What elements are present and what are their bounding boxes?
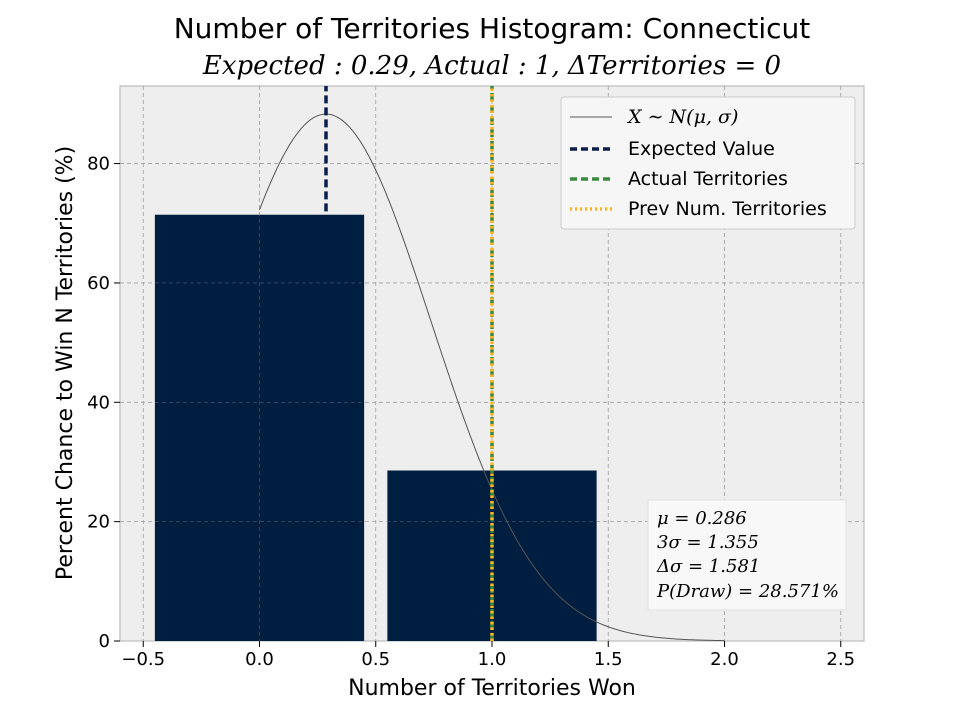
legend-label-expected: Expected Value: [628, 138, 775, 160]
legend-label-actual: Actual Territories: [628, 168, 788, 190]
stat-three-sigma: 3σ = 1.355: [657, 532, 759, 553]
x-tick-label: 2.0: [710, 649, 739, 670]
x-tick-label: 2.5: [826, 649, 855, 670]
legend-label-prev: Prev Num. Territories: [628, 198, 827, 220]
stat-p-draw: P(Draw) = 28.571%: [656, 581, 839, 602]
legend-label-normal: X ∼ N(μ, σ): [626, 106, 738, 128]
chart-title: Number of Territories Histogram: Connect…: [174, 12, 811, 45]
reference-lines: [324, 86, 494, 641]
x-tick-label: 1.5: [594, 649, 623, 670]
y-tick-label: 0: [99, 631, 110, 652]
x-tick-label: 0.5: [361, 649, 390, 670]
chart-subtitle: Expected : 0.29, Actual : 1, ΔTerritorie…: [202, 51, 781, 81]
y-tick-label: 80: [87, 154, 110, 175]
y-tick-label: 20: [87, 512, 110, 533]
y-axis-label: Percent Chance to Win N Territories (%): [53, 146, 78, 580]
x-tick-label: −0.5: [121, 649, 165, 670]
stat-mu: μ = 0.286: [657, 508, 747, 529]
x-tick-label: 0.0: [245, 649, 274, 670]
y-tick-label: 40: [87, 392, 110, 413]
stat-delta-sigma: Δσ = 1.581: [656, 556, 760, 577]
axis-ticks: −0.5 0.0 0.5 1.0 1.5 2.0 2.5 0 20 40 60 80: [87, 154, 855, 670]
stats-box: μ = 0.286 3σ = 1.355 Δσ = 1.581 P(Draw) …: [647, 499, 847, 611]
x-axis-label: Number of Territories Won: [348, 676, 636, 701]
legend-box: [560, 96, 856, 230]
stats-box-bg: [647, 499, 847, 611]
x-tick-label: 1.0: [478, 649, 507, 670]
y-tick-label: 60: [87, 273, 110, 294]
legend: X ∼ N(μ, σ) Expected Value Actual Territ…: [560, 96, 856, 230]
